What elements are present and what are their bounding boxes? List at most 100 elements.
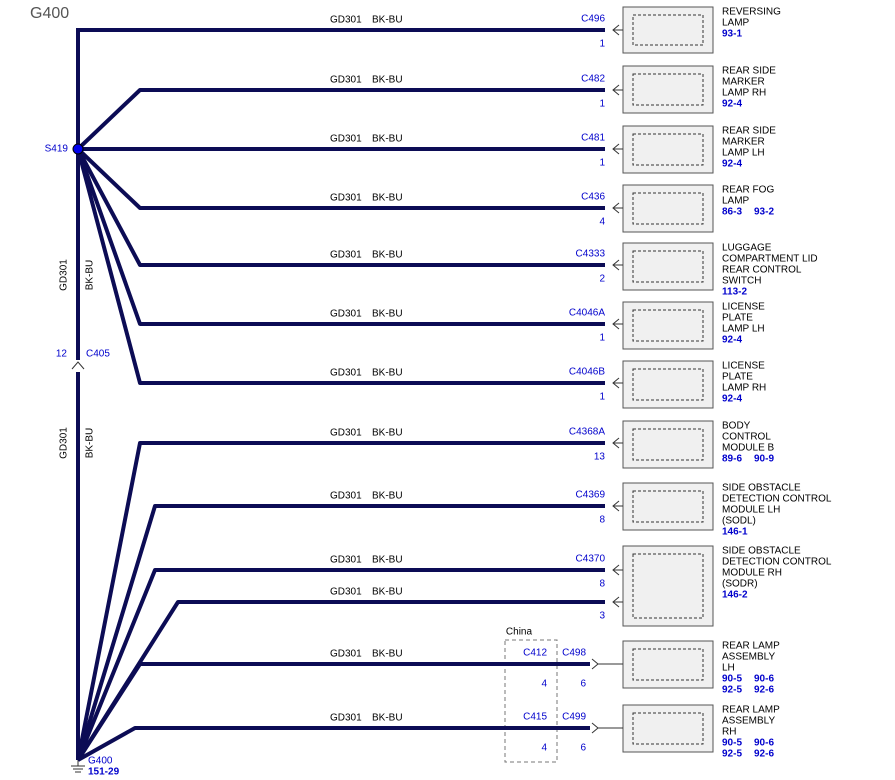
connector-pin: 3 xyxy=(599,611,605,622)
wire-circuit: GD301 xyxy=(330,649,362,660)
component-ref: 90-6 xyxy=(754,674,774,685)
connector-arrow xyxy=(612,24,623,36)
connector-name: C4046B xyxy=(569,367,605,378)
component-ref: 93-1 xyxy=(722,29,742,40)
wire-circuit: GD301 xyxy=(330,75,362,86)
component-label: MARKER xyxy=(722,77,765,88)
wire-circuit: GD301 xyxy=(330,309,362,320)
component-label: LAMP LH xyxy=(722,324,765,335)
trunk-circuit: GD301 xyxy=(59,427,70,459)
connector-arrow xyxy=(612,202,623,214)
wire-color: BK-BU xyxy=(372,555,403,566)
connector-arrow xyxy=(612,259,623,271)
component-label: CONTROL xyxy=(722,432,771,443)
component-label: REAR LAMP xyxy=(722,641,780,652)
component-inner xyxy=(632,553,704,619)
component-label: PLATE xyxy=(722,372,753,383)
wire xyxy=(76,662,590,762)
component-label: MODULE LH xyxy=(722,505,780,516)
component-inner xyxy=(632,428,704,461)
connector-arrow xyxy=(612,437,623,449)
component-label: LUGGAGE xyxy=(722,243,772,254)
component-label: ASSEMBLY xyxy=(722,652,775,663)
component-inner xyxy=(632,490,704,523)
component-box xyxy=(622,65,714,114)
component-label: PLATE xyxy=(722,313,753,324)
component-label: ASSEMBLY xyxy=(722,716,775,727)
connector-pin: 6 xyxy=(580,743,586,754)
ground-symbol xyxy=(71,760,85,773)
wire-circuit: GD301 xyxy=(330,193,362,204)
connector-name: C4368A xyxy=(569,427,605,438)
wire xyxy=(76,147,605,210)
component-ref: 92-4 xyxy=(722,159,742,170)
component-box xyxy=(622,360,714,409)
connector-name: C481 xyxy=(581,133,605,144)
option-box xyxy=(504,639,558,763)
component-inner xyxy=(632,250,704,283)
component-box xyxy=(622,420,714,469)
connector-arrow xyxy=(612,377,623,389)
connector-pin: 4 xyxy=(599,217,605,228)
component-label: (SODL) xyxy=(722,516,756,527)
component-label: MARKER xyxy=(722,137,765,148)
connector-pin: 8 xyxy=(599,579,605,590)
wire-circuit: GD301 xyxy=(330,428,362,439)
component-label: LICENSE xyxy=(722,302,765,313)
wire xyxy=(76,148,605,385)
connector-arrow xyxy=(612,318,623,330)
component-ref: 90-9 xyxy=(754,454,774,465)
connector-pin: 6 xyxy=(580,679,586,690)
connector-name: C405 xyxy=(86,349,110,360)
connector-name: C4333 xyxy=(576,249,606,260)
wire-color: BK-BU xyxy=(372,75,403,86)
connector-arrow xyxy=(612,143,623,155)
component-label: SIDE OBSTACLE xyxy=(722,483,801,494)
component-inner xyxy=(632,648,704,681)
wire xyxy=(76,148,605,326)
component-ref: 93-2 xyxy=(754,207,774,218)
component-label: BODY xyxy=(722,421,751,432)
component-box xyxy=(622,301,714,350)
component-label: SWITCH xyxy=(722,276,761,287)
component-label: LICENSE xyxy=(722,361,765,372)
connector-pin: 1 xyxy=(599,99,605,110)
wire xyxy=(76,568,605,761)
ground-ref: 151-29 xyxy=(88,767,120,778)
component-inner xyxy=(632,368,704,401)
wire-color: BK-BU xyxy=(372,309,403,320)
component-box xyxy=(622,640,714,689)
component-ref: 89-6 xyxy=(722,454,742,465)
component-ref: 92-4 xyxy=(722,335,742,346)
wire-circuit: GD301 xyxy=(330,250,362,261)
component-ref: 146-2 xyxy=(722,590,748,601)
wire-color: BK-BU xyxy=(372,250,403,261)
connector-name: C436 xyxy=(581,192,605,203)
component-label: LH xyxy=(722,663,735,674)
splice-point xyxy=(72,143,84,155)
connector-pin: 13 xyxy=(594,452,606,463)
component-ref: 92-6 xyxy=(754,685,774,696)
component-ref: 86-3 xyxy=(722,207,742,218)
wire-circuit: GD301 xyxy=(330,713,362,724)
inline-connector-pin: 4 xyxy=(541,743,547,754)
component-box xyxy=(622,184,714,233)
component-inner xyxy=(632,712,704,745)
connector-pin: 1 xyxy=(599,39,605,50)
connector-name: C496 xyxy=(581,14,605,25)
component-label: MODULE RH xyxy=(722,568,782,579)
component-ref: 113-2 xyxy=(722,287,747,298)
wire-circuit: GD301 xyxy=(330,587,362,598)
connector-pin: 2 xyxy=(599,274,605,285)
component-box xyxy=(622,482,714,531)
wire-color: BK-BU xyxy=(372,368,403,379)
connector-name: C499 xyxy=(562,712,586,723)
component-label: LAMP RH xyxy=(722,383,766,394)
component-box xyxy=(622,704,714,753)
diagram-title: G400 xyxy=(30,5,69,22)
component-ref: 92-4 xyxy=(722,99,742,110)
wire xyxy=(76,148,605,267)
component-box xyxy=(622,242,714,291)
component-label: MODULE B xyxy=(722,443,775,454)
